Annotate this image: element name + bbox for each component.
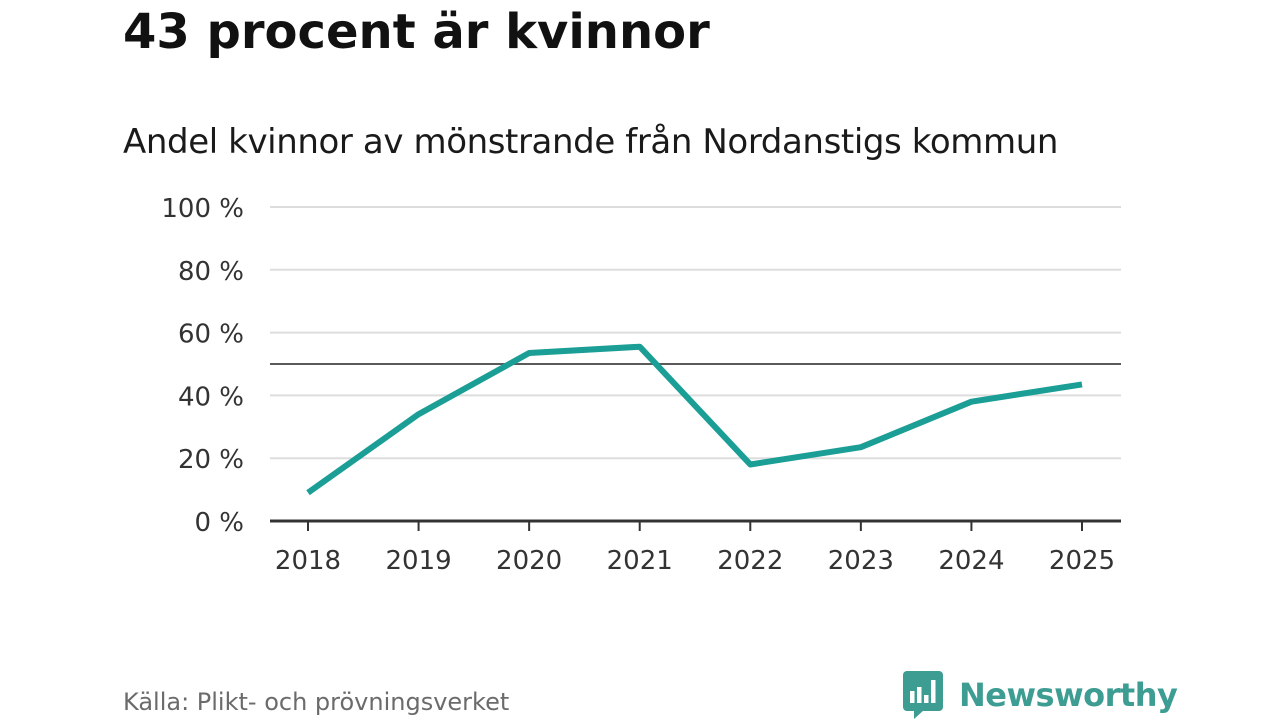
bar-chart-speech-bubble-icon [903, 671, 943, 719]
series-line-0 [306, 343, 1083, 496]
x-tick-label: 2022 [717, 546, 783, 576]
x-tick-label: 2018 [275, 546, 341, 576]
x-tick-label: 2019 [385, 546, 451, 576]
brand-name: Newsworthy [959, 676, 1178, 714]
x-tick-label: 2020 [496, 546, 562, 576]
brand: Newsworthy [903, 671, 1178, 719]
x-tick-label: 2025 [1049, 546, 1115, 576]
source-note: Källa: Plikt- och prövningsverket [123, 688, 510, 716]
y-tick-label: 80 % [178, 257, 244, 287]
y-tick-label: 60 % [178, 320, 244, 350]
x-tick-label: 2021 [607, 546, 673, 576]
y-tick-label: 100 % [161, 194, 244, 224]
chart-title: Andel kvinnor av mönstrande från Nordans… [123, 122, 1058, 162]
x-tick-label: 2024 [938, 546, 1004, 576]
x-tick-label: 2023 [828, 546, 894, 576]
y-tick-label: 40 % [178, 382, 244, 412]
y-tick-label: 20 % [178, 445, 244, 475]
y-tick-label: 0 % [194, 508, 244, 538]
headline: 43 procent är kvinnor [123, 4, 710, 60]
